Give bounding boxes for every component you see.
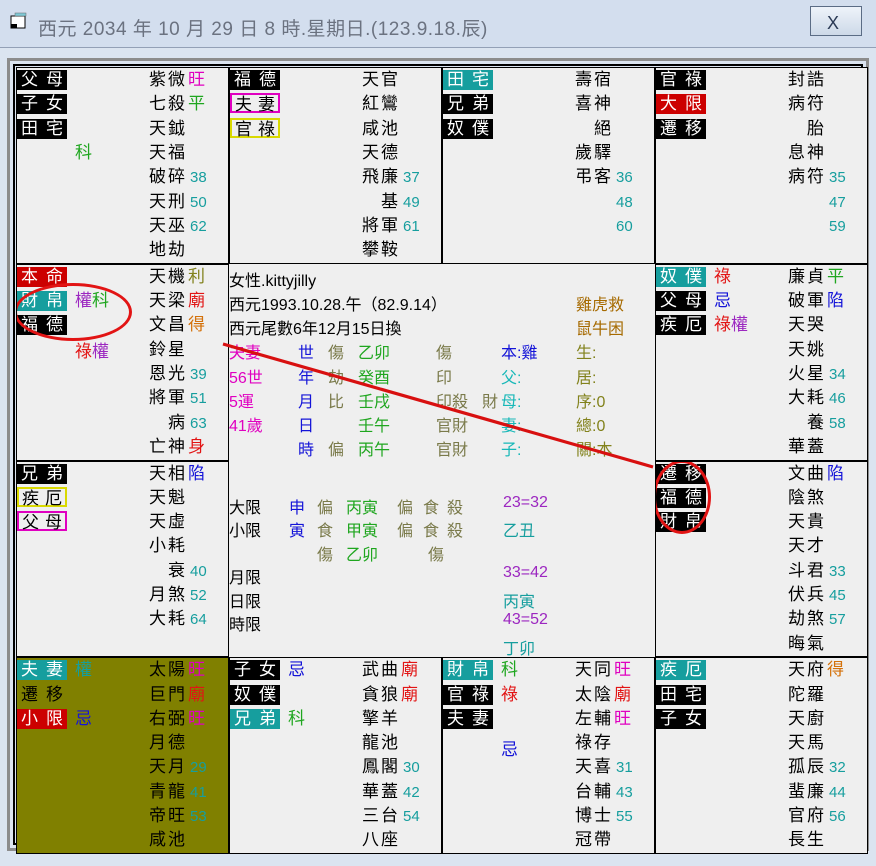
svg-text:X: X [827,13,839,33]
